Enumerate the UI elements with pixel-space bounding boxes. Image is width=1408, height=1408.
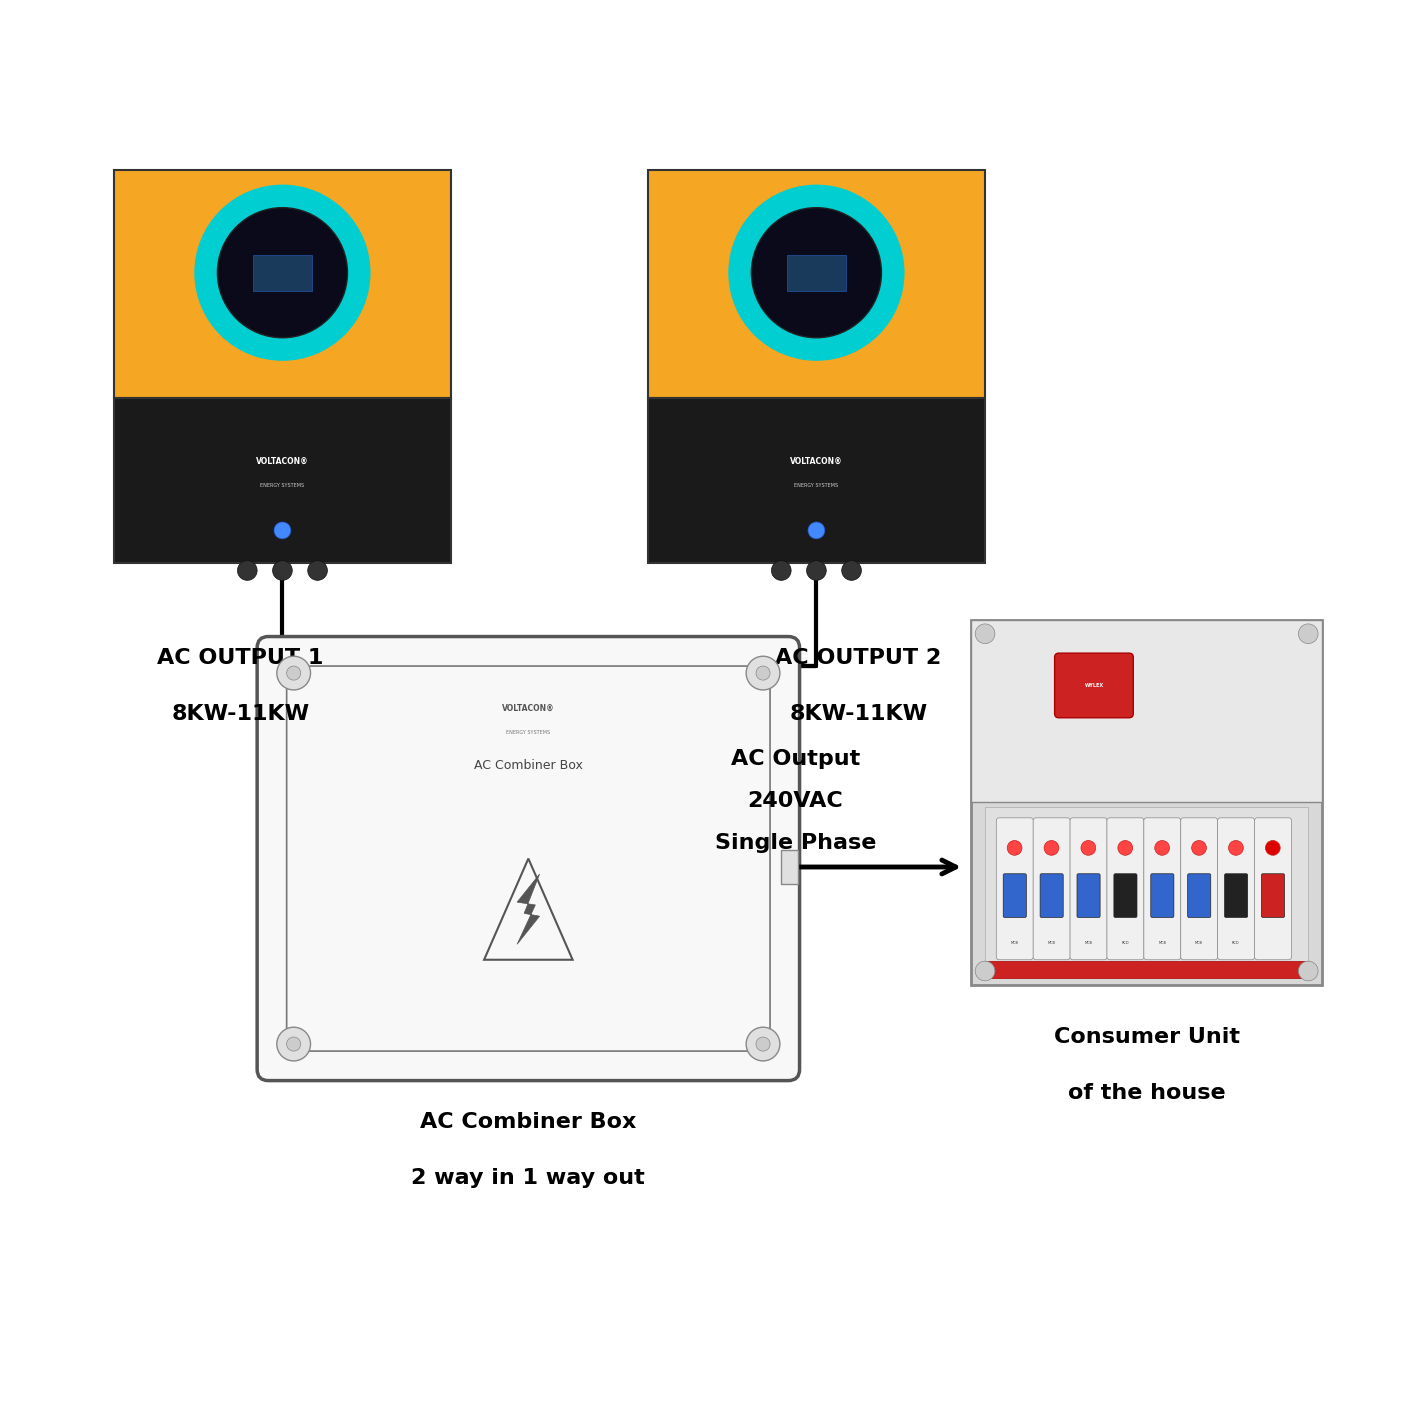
Text: 240VAC: 240VAC bbox=[748, 791, 843, 811]
FancyBboxPatch shape bbox=[114, 170, 451, 398]
Circle shape bbox=[273, 560, 293, 580]
Text: AC Combiner Box: AC Combiner Box bbox=[420, 1111, 636, 1132]
Circle shape bbox=[287, 666, 301, 680]
Circle shape bbox=[756, 1038, 770, 1052]
Circle shape bbox=[196, 186, 369, 359]
Circle shape bbox=[772, 560, 791, 580]
FancyBboxPatch shape bbox=[258, 636, 800, 1080]
FancyBboxPatch shape bbox=[253, 255, 311, 290]
FancyBboxPatch shape bbox=[787, 255, 846, 290]
Circle shape bbox=[729, 186, 903, 359]
Text: ENERGY SYSTEMS: ENERGY SYSTEMS bbox=[260, 483, 304, 489]
Circle shape bbox=[277, 656, 311, 690]
Text: MCB: MCB bbox=[1159, 942, 1166, 945]
FancyBboxPatch shape bbox=[1262, 874, 1284, 918]
FancyBboxPatch shape bbox=[986, 962, 1308, 979]
Circle shape bbox=[976, 624, 995, 643]
Text: MCB: MCB bbox=[1011, 942, 1018, 945]
Circle shape bbox=[1298, 624, 1318, 643]
Circle shape bbox=[1007, 841, 1022, 855]
Circle shape bbox=[752, 207, 881, 338]
FancyBboxPatch shape bbox=[997, 818, 1033, 960]
FancyBboxPatch shape bbox=[972, 620, 1322, 986]
Text: VOLTACON®: VOLTACON® bbox=[503, 704, 555, 712]
Circle shape bbox=[277, 1028, 311, 1060]
Text: 2 way in 1 way out: 2 way in 1 way out bbox=[411, 1167, 645, 1188]
FancyBboxPatch shape bbox=[986, 807, 1308, 972]
Circle shape bbox=[308, 560, 328, 580]
Circle shape bbox=[1081, 841, 1095, 855]
FancyBboxPatch shape bbox=[1225, 874, 1247, 918]
FancyBboxPatch shape bbox=[1218, 818, 1255, 960]
FancyBboxPatch shape bbox=[648, 398, 986, 563]
Circle shape bbox=[807, 560, 826, 580]
FancyBboxPatch shape bbox=[1143, 818, 1181, 960]
Text: VOLTACON®: VOLTACON® bbox=[256, 456, 308, 466]
Text: MCB: MCB bbox=[1048, 942, 1056, 945]
FancyBboxPatch shape bbox=[287, 666, 770, 1052]
Text: 8KW-11KW: 8KW-11KW bbox=[172, 704, 310, 724]
FancyBboxPatch shape bbox=[648, 170, 986, 398]
Circle shape bbox=[1191, 841, 1207, 855]
FancyBboxPatch shape bbox=[1255, 818, 1291, 960]
Text: AC Output: AC Output bbox=[731, 749, 860, 769]
FancyBboxPatch shape bbox=[114, 398, 451, 563]
FancyBboxPatch shape bbox=[1188, 874, 1211, 918]
Polygon shape bbox=[517, 874, 539, 945]
Text: RCD: RCD bbox=[1232, 942, 1239, 945]
Circle shape bbox=[1229, 841, 1243, 855]
FancyBboxPatch shape bbox=[1181, 818, 1218, 960]
Circle shape bbox=[746, 656, 780, 690]
Text: Consumer Unit: Consumer Unit bbox=[1053, 1028, 1239, 1048]
FancyBboxPatch shape bbox=[1114, 874, 1138, 918]
FancyBboxPatch shape bbox=[972, 620, 1322, 803]
Circle shape bbox=[217, 207, 348, 338]
Text: AC OUTPUT 2: AC OUTPUT 2 bbox=[776, 648, 942, 667]
FancyBboxPatch shape bbox=[1033, 818, 1070, 960]
Text: ENERGY SYSTEMS: ENERGY SYSTEMS bbox=[794, 483, 839, 489]
Text: RCD: RCD bbox=[1121, 942, 1129, 945]
Circle shape bbox=[756, 666, 770, 680]
Circle shape bbox=[1266, 841, 1280, 855]
Circle shape bbox=[808, 522, 825, 539]
Circle shape bbox=[746, 1028, 780, 1060]
Text: AC OUTPUT 1: AC OUTPUT 1 bbox=[158, 648, 324, 667]
FancyBboxPatch shape bbox=[1055, 653, 1133, 718]
FancyBboxPatch shape bbox=[1077, 874, 1100, 918]
FancyBboxPatch shape bbox=[1070, 818, 1107, 960]
Circle shape bbox=[1298, 962, 1318, 981]
Circle shape bbox=[238, 560, 258, 580]
Circle shape bbox=[1155, 841, 1170, 855]
Text: MCB: MCB bbox=[1195, 942, 1202, 945]
FancyBboxPatch shape bbox=[1107, 818, 1143, 960]
Text: ENERGY SYSTEMS: ENERGY SYSTEMS bbox=[507, 729, 551, 735]
Text: of the house: of the house bbox=[1067, 1083, 1225, 1104]
Text: 8KW-11KW: 8KW-11KW bbox=[790, 704, 928, 724]
Circle shape bbox=[976, 962, 995, 981]
FancyBboxPatch shape bbox=[781, 850, 798, 884]
Text: AC Combiner Box: AC Combiner Box bbox=[474, 759, 583, 773]
FancyBboxPatch shape bbox=[1150, 874, 1174, 918]
Text: Single Phase: Single Phase bbox=[715, 834, 876, 853]
Text: MCB: MCB bbox=[1084, 942, 1093, 945]
Text: WYLEX: WYLEX bbox=[1084, 683, 1104, 689]
FancyBboxPatch shape bbox=[1004, 874, 1026, 918]
FancyBboxPatch shape bbox=[1041, 874, 1063, 918]
Text: VOLTACON®: VOLTACON® bbox=[790, 456, 843, 466]
Circle shape bbox=[275, 522, 291, 539]
Circle shape bbox=[842, 560, 862, 580]
Circle shape bbox=[1118, 841, 1132, 855]
Circle shape bbox=[287, 1038, 301, 1052]
Circle shape bbox=[1045, 841, 1059, 855]
